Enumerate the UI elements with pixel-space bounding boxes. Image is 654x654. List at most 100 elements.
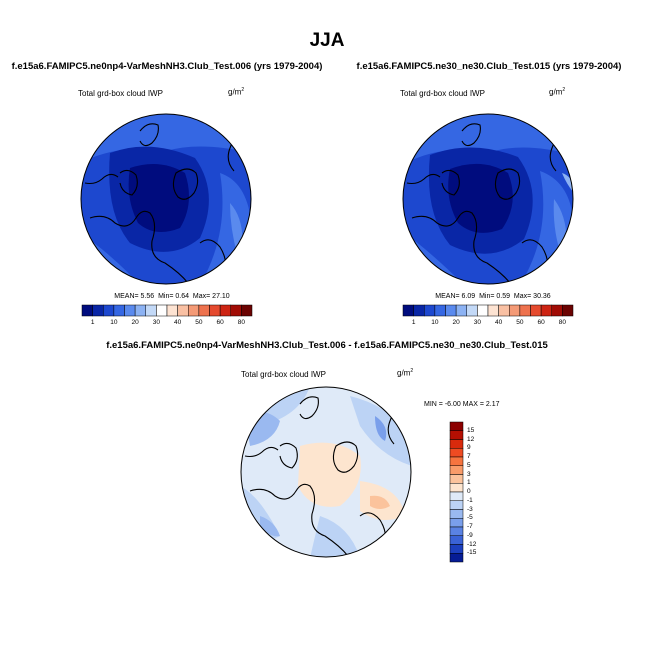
colorbar-swatch bbox=[449, 483, 464, 493]
colorbar-swatch bbox=[198, 304, 210, 317]
colorbar-tick-label: -1 bbox=[467, 496, 473, 504]
colorbar-tick-label: 1 bbox=[90, 319, 95, 326]
panel1-map-border bbox=[80, 113, 252, 285]
diff-map-border bbox=[240, 386, 412, 558]
panel2-case-title: f.e15a6.FAMIPC5.ne30_ne30.Club_Test.015 … bbox=[356, 61, 622, 72]
colorbar-swatch bbox=[449, 518, 464, 528]
colorbar-swatch bbox=[449, 500, 464, 510]
colorbar-tick-label: -5 bbox=[467, 514, 473, 522]
colorbar-tick-label: 60 bbox=[216, 319, 224, 326]
colorbar-swatch bbox=[177, 304, 189, 317]
colorbar-swatch bbox=[134, 304, 146, 317]
colorbar-swatch bbox=[113, 304, 125, 317]
diff-field bbox=[241, 387, 411, 557]
colorbar-tick-label: -7 bbox=[467, 523, 473, 530]
colorbar-swatch bbox=[230, 304, 242, 317]
colorbar-tick-label: 12 bbox=[467, 435, 475, 443]
colorbar-tick-label: -3 bbox=[467, 505, 473, 513]
colorbar-swatch bbox=[449, 491, 464, 501]
colorbar-tick-label: 7 bbox=[467, 453, 471, 460]
colorbar-swatch bbox=[413, 304, 425, 317]
panel1-units: g/m2 bbox=[228, 87, 245, 97]
panel1-map bbox=[80, 113, 252, 285]
diff-case-title: f.e15a6.FAMIPC5.ne0np4-VarMeshNH3.Club_T… bbox=[106, 340, 548, 351]
colorbar-swatch bbox=[530, 304, 542, 317]
colorbar-tick-label: 3 bbox=[467, 470, 471, 478]
colorbar-tick-label: 80 bbox=[237, 319, 245, 326]
panel2-map bbox=[402, 113, 574, 285]
colorbar-swatch bbox=[81, 304, 93, 317]
colorbar-tick-label: 40 bbox=[495, 319, 503, 326]
diff-colorbar bbox=[449, 421, 464, 563]
colorbar-swatch bbox=[487, 304, 499, 317]
colorbar-swatch bbox=[449, 509, 464, 519]
colorbar-tick-label: 80 bbox=[558, 319, 566, 326]
colorbar-swatch bbox=[449, 448, 464, 458]
colorbar-tick-label: -15 bbox=[467, 549, 477, 557]
colorbar-tick-label: 5 bbox=[467, 461, 471, 469]
panel1-stats: MEAN= 5.56 Min= 0.64 Max= 27.10 bbox=[114, 293, 230, 300]
colorbar-swatch bbox=[188, 304, 200, 317]
colorbar-tick-label: 60 bbox=[537, 319, 545, 326]
colorbar-swatch bbox=[241, 304, 253, 317]
panel1-coastlines bbox=[84, 122, 235, 284]
panel2-variable-label: Total grd-box cloud IWP bbox=[400, 89, 485, 98]
colorbar-swatch bbox=[449, 456, 464, 466]
colorbar-swatch bbox=[209, 304, 221, 317]
colorbar-tick-label: -12 bbox=[467, 540, 477, 548]
figure-title: JJA bbox=[309, 30, 345, 51]
colorbar-swatch bbox=[449, 430, 464, 440]
colorbar-tick-label: 1 bbox=[467, 479, 471, 487]
colorbar-swatch bbox=[449, 421, 464, 431]
colorbar-swatch bbox=[449, 439, 464, 449]
colorbar-swatch bbox=[402, 304, 414, 317]
colorbar-swatch bbox=[551, 304, 563, 317]
colorbar-swatch bbox=[424, 304, 436, 317]
panel2-stats: MEAN= 6.09 Min= 0.59 Max= 30.36 bbox=[435, 293, 551, 300]
colorbar-tick-label: 40 bbox=[174, 319, 182, 326]
colorbar-tick-label: 30 bbox=[152, 319, 160, 326]
colorbar-swatch bbox=[498, 304, 510, 317]
colorbar-swatch bbox=[92, 304, 104, 317]
panel1-field bbox=[81, 114, 251, 284]
colorbar-swatch bbox=[434, 304, 446, 317]
colorbar-swatch bbox=[449, 553, 464, 563]
colorbar-tick-label: 10 bbox=[110, 319, 118, 326]
colorbar-swatch bbox=[449, 465, 464, 475]
colorbar-tick-label: 30 bbox=[473, 319, 481, 326]
panel2-coastlines bbox=[406, 122, 557, 284]
colorbar-swatch bbox=[449, 535, 464, 545]
colorbar-swatch bbox=[166, 304, 178, 317]
colorbar-tick-label: 50 bbox=[195, 319, 203, 326]
colorbar-tick-label: 50 bbox=[516, 319, 524, 326]
colorbar-tick-label: -9 bbox=[467, 531, 473, 539]
panel2-colorbar bbox=[402, 304, 574, 317]
colorbar-swatch bbox=[449, 474, 464, 484]
panel2-map-border bbox=[402, 113, 574, 285]
colorbar-swatch bbox=[477, 304, 489, 317]
colorbar-swatch bbox=[509, 304, 521, 317]
panel1-case-title: f.e15a6.FAMIPC5.ne0np4-VarMeshNH3.Club_T… bbox=[11, 61, 323, 72]
panel1-colorbar bbox=[81, 304, 253, 317]
panel1-variable-label: Total grd-box cloud IWP bbox=[78, 89, 163, 98]
panel2-units: g/m2 bbox=[549, 87, 566, 97]
colorbar-tick-label: 15 bbox=[467, 426, 475, 434]
colorbar-swatch bbox=[219, 304, 231, 317]
diff-units: g/m2 bbox=[397, 368, 414, 378]
colorbar-tick-label: 20 bbox=[452, 319, 460, 326]
colorbar-swatch bbox=[519, 304, 531, 317]
colorbar-swatch bbox=[124, 304, 136, 317]
colorbar-tick-label: 0 bbox=[467, 488, 471, 495]
colorbar-tick-label: 20 bbox=[131, 319, 139, 326]
colorbar-swatch bbox=[145, 304, 157, 317]
colorbar-tick-label: 1 bbox=[411, 319, 416, 326]
colorbar-swatch bbox=[540, 304, 552, 317]
colorbar-swatch bbox=[466, 304, 478, 317]
colorbar-swatch bbox=[103, 304, 115, 317]
diff-map bbox=[240, 386, 412, 558]
colorbar-swatch bbox=[562, 304, 574, 317]
colorbar-tick-label: 10 bbox=[431, 319, 439, 326]
colorbar-swatch bbox=[445, 304, 457, 317]
colorbar-tick-label: 9 bbox=[467, 444, 471, 452]
colorbar-swatch bbox=[449, 526, 464, 536]
